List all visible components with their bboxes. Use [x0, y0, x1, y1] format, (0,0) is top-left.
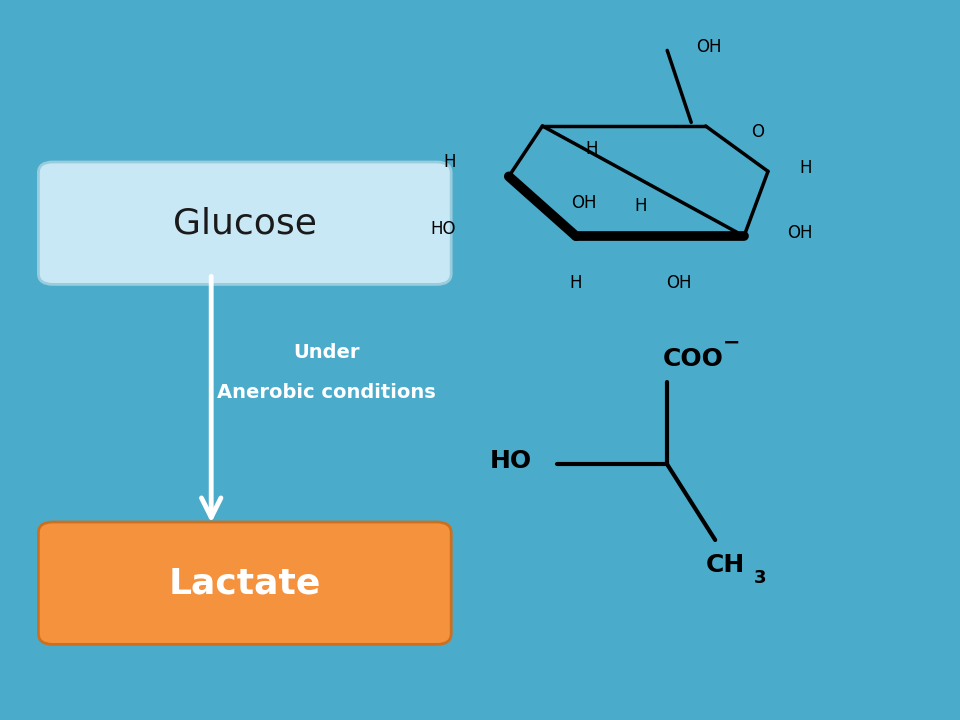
Text: O: O — [752, 124, 764, 141]
Text: H: H — [586, 140, 598, 158]
Text: Under: Under — [293, 343, 360, 362]
Text: Lactate: Lactate — [169, 566, 321, 600]
Text: OH: OH — [666, 274, 692, 292]
Text: Anerobic conditions: Anerobic conditions — [217, 383, 436, 402]
FancyBboxPatch shape — [38, 162, 451, 284]
Text: H: H — [569, 274, 583, 292]
Text: OH: OH — [787, 223, 813, 241]
Text: OH: OH — [696, 37, 722, 55]
FancyBboxPatch shape — [38, 522, 451, 644]
Text: HO: HO — [490, 449, 532, 473]
Text: COO: COO — [662, 347, 723, 371]
Text: 3: 3 — [754, 569, 766, 587]
Text: Glucose: Glucose — [173, 206, 317, 240]
Text: H: H — [444, 153, 456, 171]
Text: −: − — [723, 333, 740, 353]
Text: HO: HO — [430, 220, 456, 238]
Text: OH: OH — [571, 194, 597, 212]
Text: H: H — [635, 197, 647, 215]
Text: CH: CH — [706, 553, 745, 577]
Text: H: H — [800, 158, 812, 176]
